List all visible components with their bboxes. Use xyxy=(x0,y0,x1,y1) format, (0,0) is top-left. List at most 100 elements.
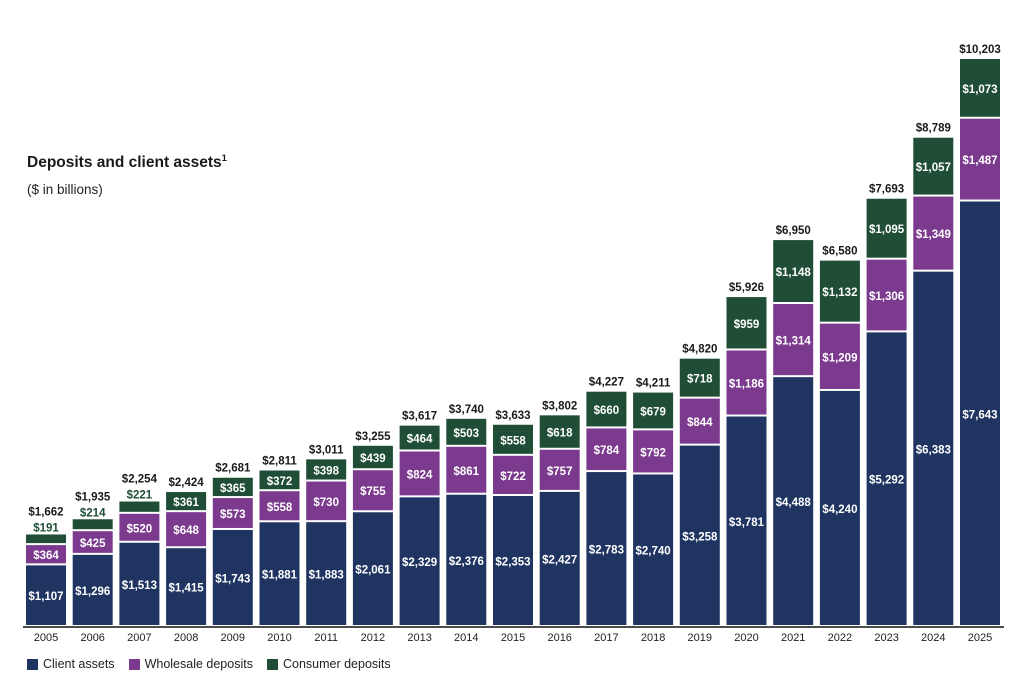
total-label: $3,617 xyxy=(402,411,437,423)
bar-segment xyxy=(726,416,767,625)
bar-segment xyxy=(773,377,814,625)
bar-segment xyxy=(166,492,207,511)
legend-swatch xyxy=(266,658,278,670)
bar-segment xyxy=(306,459,347,480)
data-label: $558 xyxy=(267,502,293,514)
data-label: $959 xyxy=(734,319,760,331)
data-label: $4,488 xyxy=(776,497,812,509)
data-label: $648 xyxy=(173,525,199,537)
x-tick-label: 2013 xyxy=(407,632,431,644)
data-label: $7,643 xyxy=(962,409,997,421)
chart-title: Deposits and client assets1 xyxy=(27,153,227,172)
x-tick-label: 2025 xyxy=(968,632,992,644)
data-label: $558 xyxy=(500,435,526,447)
total-label: $4,820 xyxy=(682,344,717,356)
data-label: $191 xyxy=(33,522,59,534)
bar-segment xyxy=(960,118,1000,200)
bar-segment xyxy=(586,472,627,625)
bar-segment xyxy=(819,323,860,389)
bar-segment xyxy=(913,137,954,195)
total-label: $4,227 xyxy=(589,377,624,389)
total-label: $8,789 xyxy=(916,123,951,135)
data-label: $1,186 xyxy=(729,378,764,390)
bar-segment xyxy=(119,542,160,625)
legend-swatch xyxy=(128,658,140,670)
data-label: $464 xyxy=(407,434,433,446)
legend-swatch xyxy=(27,658,38,670)
data-label: $1,487 xyxy=(962,155,997,167)
bar-segment xyxy=(913,271,954,625)
bar-segment xyxy=(212,498,253,528)
bar-segment xyxy=(446,418,487,445)
data-label: $784 xyxy=(594,445,620,457)
data-label: $2,329 xyxy=(402,557,437,569)
bar-segment xyxy=(306,481,347,521)
bar-segment xyxy=(960,201,1000,625)
total-label: $6,580 xyxy=(822,246,857,258)
bar-segment xyxy=(399,497,440,625)
data-label: $757 xyxy=(547,466,573,478)
bar-segment xyxy=(726,297,767,349)
legend-item-wholesale-deposits: Wholesale deposits xyxy=(128,657,253,671)
bar-segment xyxy=(493,424,533,454)
x-tick-label: 2012 xyxy=(361,632,385,644)
bar-segment xyxy=(446,494,487,625)
legend: Client assets Wholesale deposits Consume… xyxy=(27,657,391,671)
bar-segment xyxy=(960,59,1000,117)
x-tick-label: 2011 xyxy=(314,632,338,644)
total-label: $3,802 xyxy=(542,400,577,412)
bar-segment xyxy=(866,198,907,258)
x-tick-label: 2018 xyxy=(641,632,665,644)
data-label: $214 xyxy=(80,507,106,519)
total-label: $2,424 xyxy=(169,477,205,489)
data-label: $1,306 xyxy=(869,291,904,303)
data-label: $1,209 xyxy=(822,352,857,364)
bar-segment xyxy=(819,260,860,322)
data-label: $2,376 xyxy=(449,556,484,568)
x-tick-label: 2023 xyxy=(874,632,898,644)
data-label: $573 xyxy=(220,509,246,521)
data-label: $844 xyxy=(687,417,713,429)
bar-segment xyxy=(212,477,253,497)
bar-segment xyxy=(913,196,954,270)
bar-segment xyxy=(72,519,113,530)
total-label: $6,950 xyxy=(776,225,811,237)
data-label: $2,740 xyxy=(636,546,671,558)
data-label: $755 xyxy=(360,486,386,498)
x-tick-label: 2016 xyxy=(547,632,571,644)
data-label: $718 xyxy=(687,374,713,386)
data-label: $503 xyxy=(454,428,480,440)
total-label: $5,926 xyxy=(729,282,764,294)
data-label: $3,258 xyxy=(682,531,718,543)
total-label: $4,211 xyxy=(636,378,671,390)
bar-segment xyxy=(446,446,487,493)
x-tick-label: 2019 xyxy=(688,632,712,644)
chart-subtitle: ($ in billions) xyxy=(27,182,103,197)
data-label: $221 xyxy=(127,490,153,502)
bar-segment xyxy=(679,445,720,625)
bar-segment xyxy=(773,304,814,376)
data-label: $660 xyxy=(594,405,620,417)
x-tick-label: 2020 xyxy=(734,632,758,644)
total-label: $1,662 xyxy=(28,506,63,518)
total-label: $3,633 xyxy=(495,410,530,422)
total-label: $1,935 xyxy=(75,491,111,503)
bar-segment xyxy=(586,428,627,471)
bar-segment xyxy=(633,474,674,625)
data-label: $792 xyxy=(640,447,666,459)
bar-segment xyxy=(259,491,300,521)
x-tick-label: 2006 xyxy=(80,632,104,644)
bar-segment xyxy=(352,445,393,469)
bar-segment xyxy=(72,531,113,553)
total-label: $2,254 xyxy=(122,474,158,486)
bar-segment xyxy=(259,522,300,625)
bar-segment xyxy=(72,554,113,625)
total-label: $3,011 xyxy=(309,444,344,456)
x-tick-label: 2024 xyxy=(921,632,945,644)
bar-segment xyxy=(119,501,160,512)
data-label: $618 xyxy=(547,428,573,440)
bar-segment xyxy=(399,425,440,450)
bar-segment xyxy=(352,512,393,625)
data-label: $1,132 xyxy=(822,287,857,299)
